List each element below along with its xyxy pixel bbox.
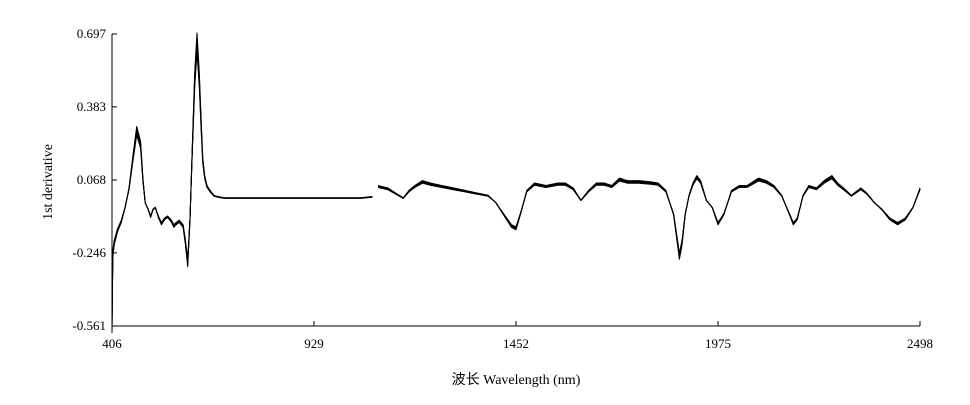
spectrum-line-segment-2	[377, 175, 921, 259]
y-tick-label: 0.068	[77, 172, 106, 187]
axes	[111, 34, 920, 327]
spectra-series	[111, 32, 921, 334]
x-tick-label: 1975	[705, 336, 731, 351]
x-ticks: 406 929 1452 1975 2498	[102, 321, 933, 351]
x-tick-label: 2498	[907, 336, 933, 351]
y-tick-label: -0.246	[72, 245, 106, 260]
y-tick-label: 0.383	[77, 99, 106, 114]
spectrum-line-segment-1	[111, 37, 373, 330]
spectrum-line-segment-1	[111, 32, 373, 334]
spectrum-line-segment-1	[111, 51, 373, 319]
spectrum-line-segment-2	[377, 175, 921, 260]
x-tick-label: 406	[102, 336, 122, 351]
x-tick-label: 1452	[503, 336, 529, 351]
spectrum-line-segment-1	[111, 42, 373, 326]
y-axis-title: 1st derivative	[41, 144, 56, 220]
y-tick-label: -0.561	[72, 318, 106, 333]
x-tick-label: 929	[304, 336, 324, 351]
spectrum-line-segment-1	[111, 46, 373, 323]
y-tick-label: 0.697	[77, 26, 107, 41]
x-axis-title: 波长 Wavelength (nm)	[452, 372, 581, 388]
y-ticks: 0.697 0.383 0.068 -0.246 -0.561	[72, 26, 117, 333]
